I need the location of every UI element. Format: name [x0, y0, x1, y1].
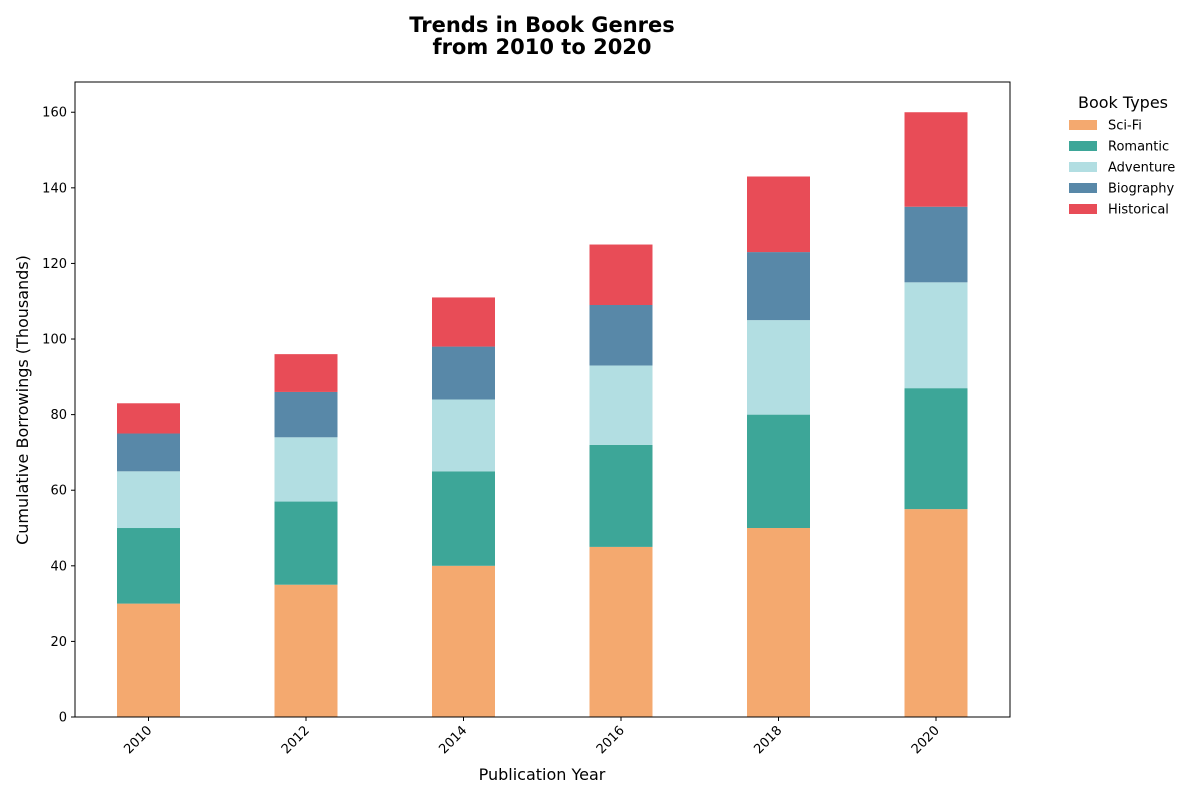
legend-swatch-adventure	[1069, 162, 1097, 172]
bar-historical-2018	[747, 176, 810, 253]
x-tick-label: 2016	[594, 723, 628, 757]
y-tick-label: 100	[42, 333, 67, 348]
bar-adventure-2020	[904, 282, 968, 389]
bar-sci-fi-2018	[747, 528, 810, 717]
x-axis-ticks: 2010 2012 2014 2016 2018 2020	[121, 717, 943, 757]
bar-biography-2012	[274, 391, 338, 438]
bar-historical-2010	[117, 403, 180, 434]
bar-adventure-2010	[117, 471, 180, 529]
legend-label-sci-fi: Sci-Fi	[1108, 119, 1142, 134]
bar-romantic-2014	[432, 471, 495, 566]
bar-sci-fi-2020	[904, 509, 968, 717]
legend: Book Types Sci-Fi Romantic Adventure Biogra…	[1069, 93, 1175, 218]
bar-historical-2020	[904, 112, 968, 207]
y-tick-label: 40	[50, 559, 67, 574]
legend-label-historical: Historical	[1108, 203, 1169, 218]
x-tick-label: 2012	[279, 723, 313, 757]
legend-swatch-sci-fi	[1069, 120, 1097, 130]
legend-label-biography: Biography	[1108, 182, 1175, 197]
x-axis-label: Publication Year	[479, 765, 606, 784]
x-tick-label: 2018	[751, 723, 785, 757]
y-tick-label: 160	[42, 106, 67, 121]
chart-title-line-1: Trends in Book Genres	[409, 13, 675, 37]
y-tick-label: 0	[59, 711, 67, 726]
plot-area-frame	[74, 81, 1011, 718]
y-tick-label: 20	[50, 635, 67, 650]
legend-swatch-romantic	[1069, 141, 1097, 151]
bar-sci-fi-2010	[117, 603, 180, 717]
bar-biography-2010	[117, 433, 180, 472]
bar-adventure-2018	[747, 320, 810, 415]
legend-swatch-historical	[1069, 204, 1097, 214]
bar-romantic-2020	[904, 388, 968, 510]
legend-label-romantic: Romantic	[1108, 140, 1169, 155]
y-tick-label: 140	[42, 181, 67, 196]
legend-label-adventure: Adventure	[1108, 161, 1175, 176]
bar-romantic-2012	[274, 501, 338, 585]
bar-romantic-2010	[117, 528, 180, 604]
bar-sci-fi-2016	[589, 546, 653, 717]
bar-adventure-2012	[274, 437, 338, 502]
bar-adventure-2014	[432, 399, 495, 472]
y-tick-label: 80	[50, 408, 67, 423]
bar-biography-2014	[432, 346, 495, 400]
bar-historical-2016	[589, 244, 653, 306]
bar-romantic-2018	[747, 414, 810, 529]
x-tick-label: 2010	[121, 723, 155, 757]
bar-historical-2012	[274, 354, 338, 392]
legend-title: Book Types	[1078, 93, 1168, 112]
x-tick-label: 2020	[909, 723, 943, 757]
bars-group	[117, 112, 968, 717]
y-tick-label: 60	[50, 484, 67, 499]
bar-biography-2016	[589, 305, 653, 366]
chart-title: Trends in Book Genres from 2010 to 2020	[409, 13, 675, 59]
x-tick-label: 2014	[436, 723, 470, 757]
bar-biography-2018	[747, 252, 810, 321]
bar-biography-2020	[904, 206, 968, 283]
chart-title-line-2: from 2010 to 2020	[432, 35, 651, 59]
bar-adventure-2016	[589, 365, 653, 445]
y-tick-label: 120	[42, 257, 67, 272]
y-axis-label: Cumulative Borrowings (Thousands)	[13, 255, 32, 545]
y-axis-ticks: 0 20 40 60 80 100 120 140 160	[42, 106, 75, 726]
bar-sci-fi-2014	[432, 565, 495, 717]
legend-swatch-biography	[1069, 183, 1097, 193]
bar-historical-2014	[432, 297, 495, 347]
bar-sci-fi-2012	[274, 584, 338, 717]
bar-romantic-2016	[589, 444, 653, 547]
